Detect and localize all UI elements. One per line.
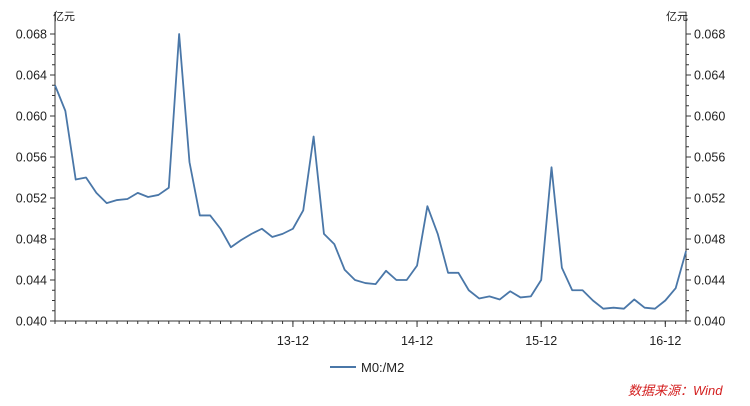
left-y-axis: 0.040 0.044 0.048 0.052 0.056 0.060 0.064 0.068 <box>16 28 55 329</box>
right-y-unit-label: 亿元 <box>666 10 688 23</box>
source-note: 数据来源：Wind <box>628 383 723 398</box>
series-group <box>54 33 687 310</box>
legend: M0:/M2 <box>330 360 404 375</box>
x-tick-label: 13-12 <box>277 334 309 348</box>
left-y-unit-label: 亿元 <box>53 10 75 23</box>
legend-label: M0:/M2 <box>361 360 404 375</box>
y-tick-label-left: 0.048 <box>16 233 47 247</box>
y-tick-label-left: 0.044 <box>16 274 47 288</box>
y-tick-label-left: 0.056 <box>16 151 47 165</box>
x-tick-label: 15-12 <box>525 334 557 348</box>
x-tick-label: 14-12 <box>401 334 433 348</box>
y-tick-label-left: 0.064 <box>16 69 47 83</box>
y-tick-label-right: 0.068 <box>694 28 725 42</box>
y-tick-label-left: 0.040 <box>16 315 47 329</box>
series-line <box>54 33 687 310</box>
y-tick-label-right: 0.044 <box>694 274 725 288</box>
x-tick-label: 16-12 <box>649 334 681 348</box>
y-tick-label-right: 0.064 <box>694 69 725 83</box>
y-tick-label-right: 0.060 <box>694 110 725 124</box>
right-y-axis: 0.040 0.044 0.048 0.052 0.056 0.060 0.064 0.068 <box>686 28 725 329</box>
y-tick-label-left: 0.052 <box>16 192 47 206</box>
chart-axes <box>54 12 687 322</box>
y-tick-label-right: 0.048 <box>694 233 725 247</box>
y-tick-label-left: 0.060 <box>16 110 47 124</box>
y-tick-label-left: 0.068 <box>16 28 47 42</box>
y-tick-label-right: 0.056 <box>694 151 725 165</box>
y-tick-label-right: 0.040 <box>694 315 725 329</box>
y-tick-label-right: 0.052 <box>694 192 725 206</box>
